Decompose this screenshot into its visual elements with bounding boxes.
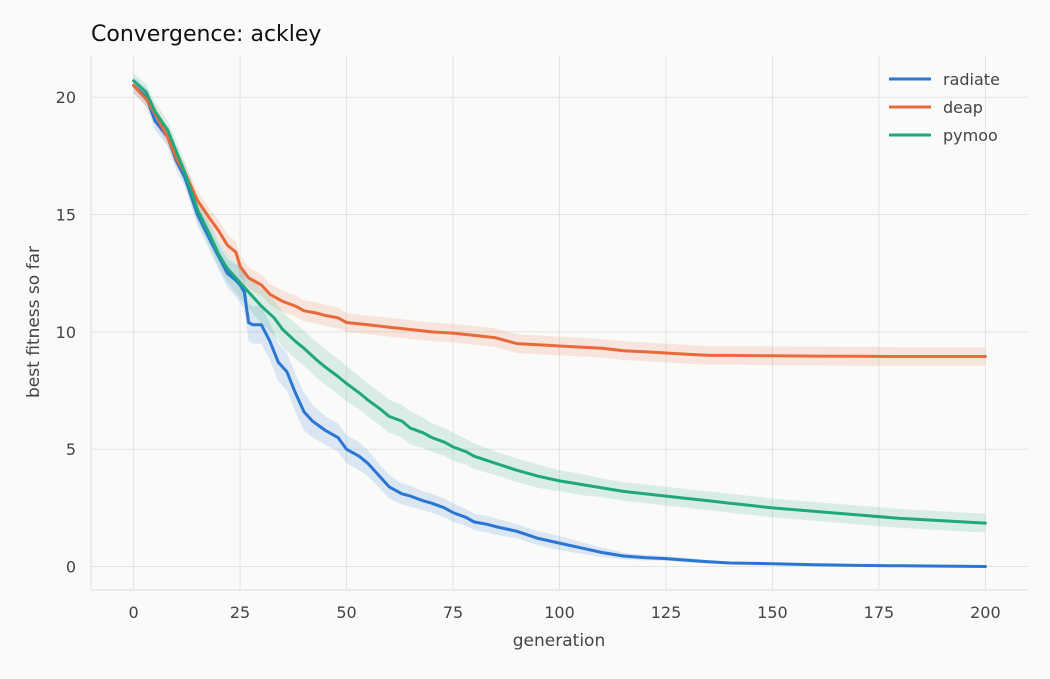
y-tick-label: 20: [56, 88, 76, 107]
x-tick-label: 125: [651, 603, 682, 622]
x-tick-label: 100: [544, 603, 575, 622]
legend-label-radiate: radiate: [943, 70, 1000, 89]
chart-title: Convergence: ackley: [91, 22, 321, 47]
legend-label-pymoo: pymoo: [943, 126, 998, 145]
pymoo-line: [132, 79, 987, 525]
x-tick-label: 50: [336, 603, 356, 622]
y-tick-label: 5: [66, 440, 76, 459]
radiate-band: [133, 77, 986, 568]
x-axis-label: generation: [513, 631, 605, 651]
grid-lines: [91, 55, 1028, 590]
confidence-bands: [133, 73, 986, 568]
x-tick-label: 200: [970, 603, 1001, 622]
legend-label-deap: deap: [943, 98, 983, 117]
x-tick-label: 25: [230, 603, 250, 622]
y-tick-label: 0: [66, 558, 76, 577]
y-axis-label: best fitness so far: [24, 246, 44, 398]
x-tick-label: 75: [443, 603, 463, 622]
radiate-line: [132, 84, 987, 568]
x-axis-ticks: 0 25 50 75 100 125 150 175 200: [128, 603, 1000, 622]
y-axis-ticks: 0 5 10 15 20: [56, 88, 76, 576]
x-tick-label: 150: [757, 603, 788, 622]
x-tick-label: 0: [128, 603, 138, 622]
x-tick-label: 175: [864, 603, 895, 622]
y-tick-label: 15: [56, 206, 76, 225]
series-lines: [132, 79, 987, 568]
deap-line: [132, 84, 987, 358]
legend: radiate deap pymoo: [889, 70, 1000, 145]
y-tick-label: 10: [56, 323, 76, 342]
